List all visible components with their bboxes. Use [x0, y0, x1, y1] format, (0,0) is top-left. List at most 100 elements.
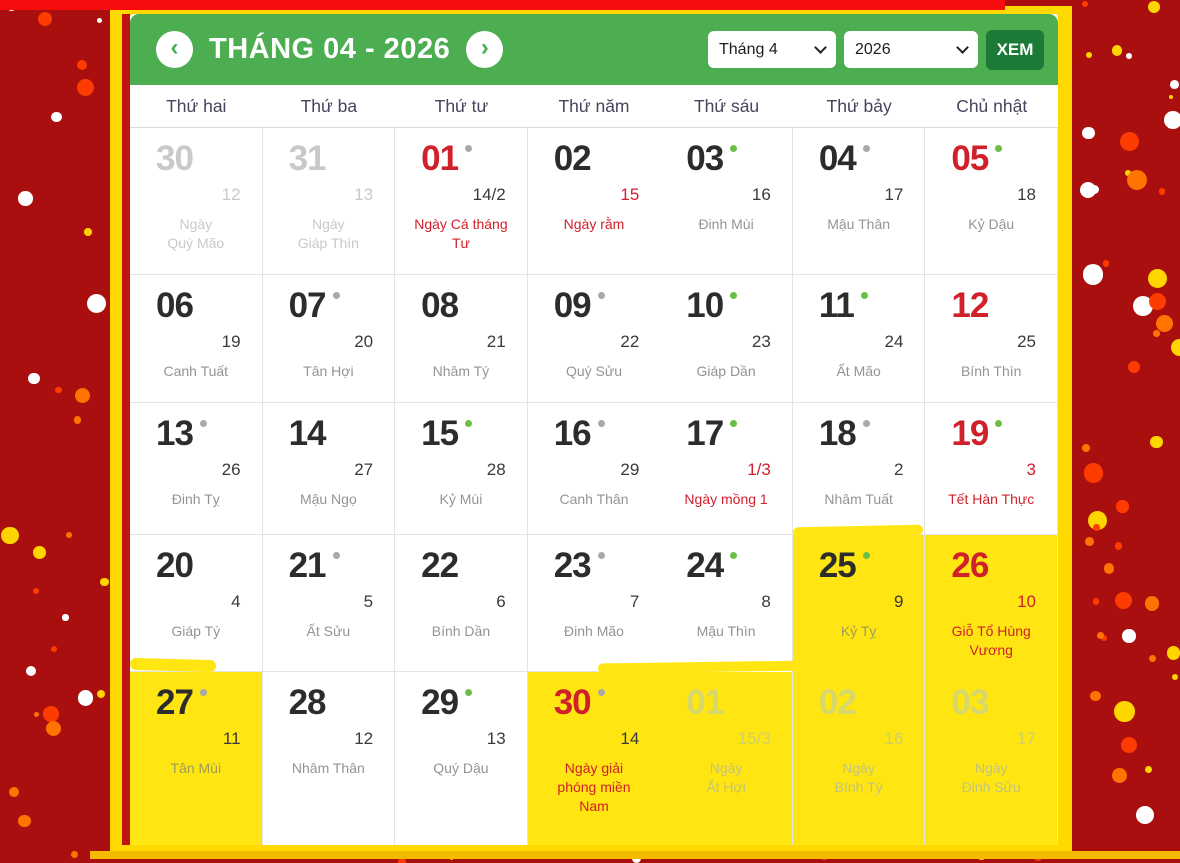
day-cell[interactable]: 06 19 Canh Tuất — [130, 275, 263, 403]
confetti-dot — [1116, 500, 1129, 513]
confetti-dot — [65, 532, 72, 538]
lunar-day-number: 12 — [221, 185, 241, 204]
confetti-dot — [1, 527, 19, 545]
day-cell[interactable]: 20 4 Giáp Tý — [130, 535, 263, 672]
day-cell[interactable]: 14 27 Mậu Ngọ — [262, 403, 396, 535]
confetti-dot — [1090, 690, 1101, 702]
day-cell[interactable]: 25 9 Kỷ Tỵ — [792, 535, 926, 672]
calendar-header: ‹ THÁNG 04 - 2026 › Tháng 4 2026 XEM — [130, 14, 1058, 85]
solar-day-number: 14 — [288, 414, 327, 453]
confetti-dot — [1092, 598, 1100, 605]
day-cell[interactable]: 21 5 Ất Sửu — [262, 535, 396, 672]
day-cell[interactable]: 01 15/3 Ngày Ất Hợi — [660, 672, 793, 845]
confetti-dot — [32, 546, 46, 560]
day-cell[interactable]: 22 6 Bính Dần — [395, 535, 528, 672]
day-cell[interactable]: 30 14 Ngày giải phóng miền Nam — [527, 672, 661, 845]
lunar-day-number: 11 — [222, 729, 241, 748]
weekday-label: Thứ bảy — [826, 95, 892, 116]
confetti-dot — [1082, 0, 1089, 7]
day-cell[interactable]: 13 26 Đinh Tỵ — [130, 403, 263, 535]
solar-day-number: 17 — [686, 414, 724, 453]
top-red-strip — [0, 0, 1005, 10]
chevron-left-icon: ‹ — [170, 34, 179, 61]
weekday-label: Thứ sáu — [693, 95, 760, 116]
day-cell[interactable]: 09 22 Quý Sửu — [527, 275, 661, 403]
confetti-dot — [1079, 181, 1097, 198]
day-cell[interactable]: 12 25 Bính Thìn — [925, 275, 1058, 403]
day-cell[interactable]: 18 2 Nhâm Tuất — [792, 403, 926, 535]
confetti-dot — [74, 388, 91, 404]
day-label: Canh Tuất — [163, 363, 229, 379]
solar-day-number: 02 — [553, 139, 592, 178]
day-cell[interactable]: 02 16 Ngày Bính Tý — [792, 672, 926, 845]
next-month-button[interactable]: › — [466, 31, 504, 68]
green-day-dot-icon — [465, 420, 473, 427]
day-cell[interactable]: 23 7 Đinh Mão — [527, 535, 661, 672]
day-cell[interactable]: 10 23 Giáp Dần — [660, 275, 793, 403]
day-label: Tết Hàn Thực — [948, 491, 1035, 507]
confetti-dot — [1126, 170, 1148, 191]
lunar-day-number: 17 — [884, 185, 904, 204]
gray-day-dot-icon — [199, 420, 207, 427]
day-cell[interactable]: 19 3 Tết Hàn Thực — [925, 403, 1058, 535]
day-cell[interactable]: 16 29 Canh Thân — [527, 403, 661, 535]
day-cell[interactable]: 29 13 Quý Dậu — [395, 672, 528, 845]
confetti-dot — [1125, 169, 1132, 176]
calendar-grid: 30 12 Ngày Quý Mão 31 13 Ngày Giáp Thìn 01 14/2… — [129, 128, 1058, 845]
frame-inner-stripe — [122, 14, 130, 845]
gold-band-decoration — [90, 851, 1180, 859]
day-cell[interactable]: 15 28 Kỷ Mùi — [395, 403, 528, 535]
day-cell[interactable]: 03 17 Ngày Đinh Sửu — [925, 672, 1058, 845]
solar-day-number: 07 — [288, 286, 327, 325]
day-cell[interactable]: 05 18 Kỷ Dậu — [925, 128, 1058, 275]
day-cell[interactable]: 02 15 Ngày rằm — [527, 128, 661, 275]
day-cell[interactable]: 27 11 Tân Mùi — [130, 672, 263, 845]
day-cell[interactable]: 31 13 Ngày Giáp Thìn — [262, 128, 396, 275]
day-label: Ngày Cá tháng Tư — [414, 216, 508, 251]
day-label: Kỷ Dậu — [968, 216, 1015, 232]
day-cell[interactable]: 04 17 Mậu Thân — [792, 128, 926, 275]
year-select[interactable]: 2026 — [844, 31, 978, 68]
chevron-down-icon — [814, 40, 827, 54]
weekday-label: Thứ hai — [166, 95, 227, 116]
calendar-frame: ‹ THÁNG 04 - 2026 › Tháng 4 2026 XEM Thứ… — [110, 6, 1072, 855]
day-cell[interactable]: 08 21 Nhâm Tý — [395, 275, 528, 403]
lunar-day-number: 28 — [486, 460, 506, 479]
day-cell[interactable]: 24 8 Mậu Thìn — [660, 535, 793, 672]
confetti-dot — [18, 815, 31, 828]
day-cell[interactable]: 17 1/3 Ngày mồng 1 — [660, 403, 793, 535]
day-cell[interactable]: 01 14/2 Ngày Cá tháng Tư — [395, 128, 528, 275]
lunar-day-number: 13 — [486, 729, 506, 748]
confetti-dot — [1114, 542, 1123, 550]
lunar-day-number: 29 — [620, 460, 640, 479]
green-day-dot-icon — [862, 552, 870, 559]
day-cell[interactable]: 26 10 Giỗ Tổ Hùng Vương — [925, 535, 1058, 672]
lunar-day-number: 12 — [354, 729, 374, 748]
day-cell[interactable]: 07 20 Tân Hợi — [262, 275, 396, 403]
confetti-dot — [1103, 563, 1114, 574]
day-label: Ất Mão — [836, 363, 881, 379]
confetti-dot — [1169, 94, 1174, 100]
view-button[interactable]: XEM — [986, 29, 1044, 70]
calendar-widget: ‹ THÁNG 04 - 2026 › Tháng 4 2026 XEM Thứ… — [129, 14, 1058, 845]
solar-day-number: 20 — [156, 546, 194, 585]
confetti-dot — [55, 387, 62, 394]
day-cell[interactable]: 11 24 Ất Mão — [792, 275, 926, 403]
lunar-day-number: 14/2 — [472, 185, 506, 204]
day-cell[interactable]: 03 16 Đinh Mùi — [660, 128, 793, 275]
solar-day-number: 28 — [288, 683, 327, 722]
solar-day-number: 25 — [818, 546, 857, 585]
solar-day-number: 08 — [421, 286, 459, 325]
day-label: Ất Sửu — [306, 623, 351, 639]
confetti-dot — [1171, 338, 1180, 357]
lunar-day-number: 14 — [620, 729, 640, 748]
month-select[interactable]: Tháng 4 — [708, 31, 836, 68]
weekday-label: Chủ nhật — [956, 95, 1028, 116]
day-cell[interactable]: 30 12 Ngày Quý Mão — [130, 128, 263, 275]
day-cell[interactable]: 28 12 Nhâm Thân — [262, 672, 396, 845]
solar-day-number: 22 — [421, 546, 459, 585]
year-select-value: 2026 — [855, 40, 891, 58]
confetti-dot — [1145, 765, 1153, 774]
prev-month-button[interactable]: ‹ — [156, 31, 193, 68]
